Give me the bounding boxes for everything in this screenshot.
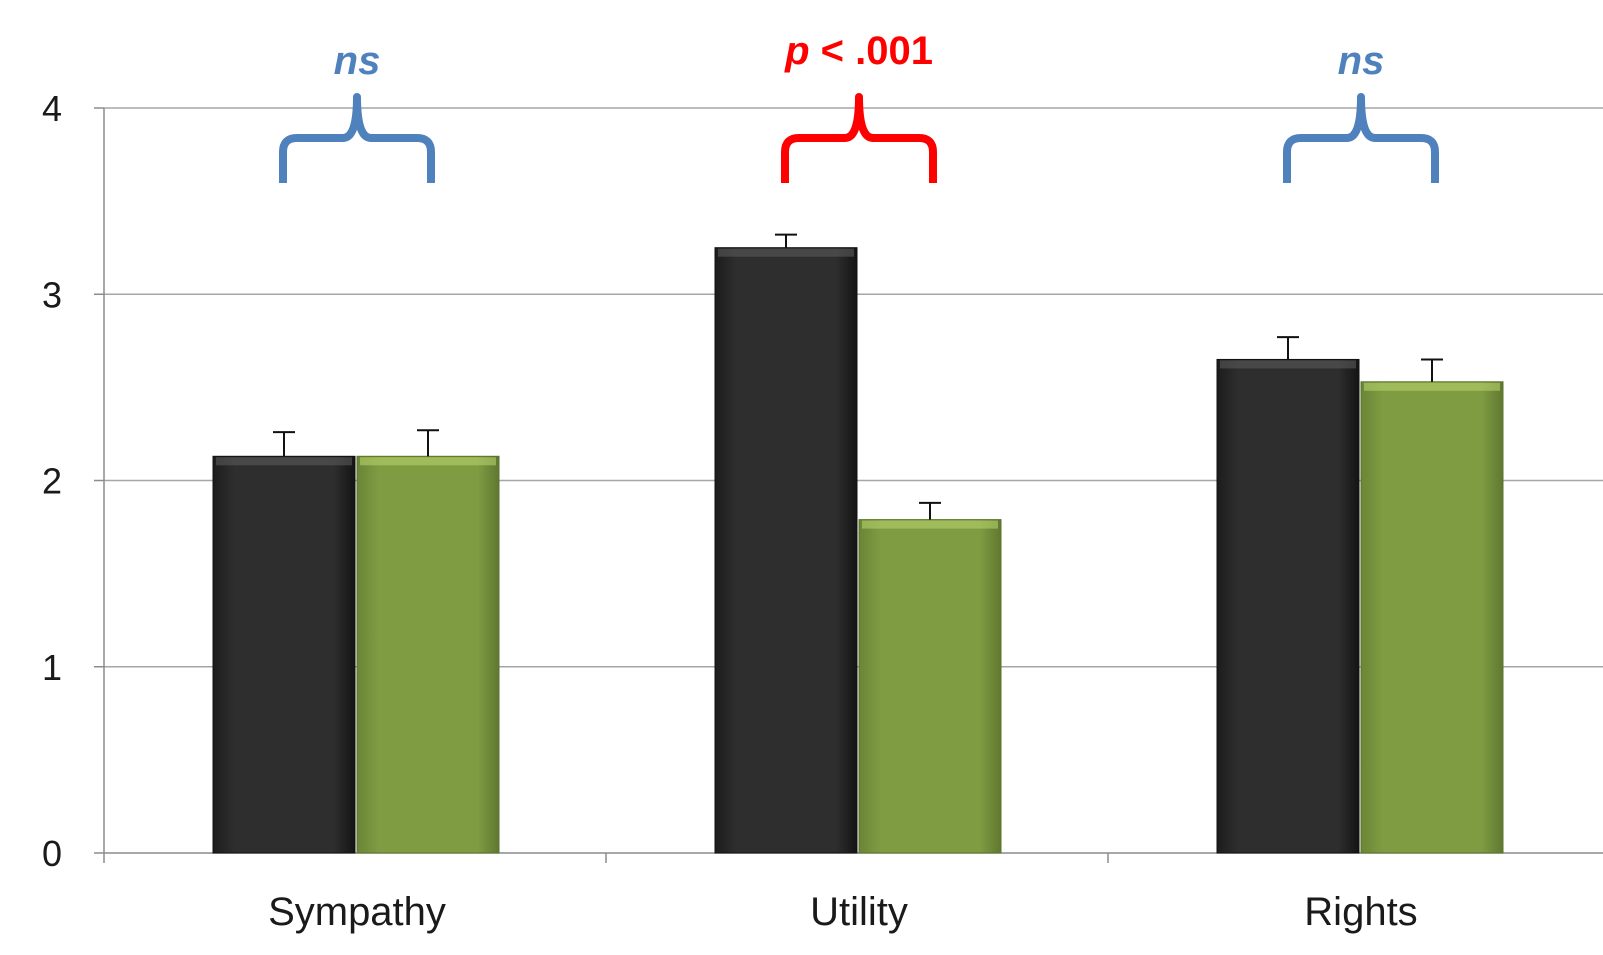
significance-italic: p xyxy=(784,29,809,73)
bar-bevel xyxy=(862,520,998,529)
x-category-label: Rights xyxy=(1304,890,1417,934)
significance-label: ns xyxy=(334,39,381,83)
significance-value: < .001 xyxy=(810,29,933,73)
bar-utility-series-1 xyxy=(714,247,858,854)
significance-label: p < .001 xyxy=(784,29,933,73)
significance-brace xyxy=(1283,93,1439,183)
bar-bevel xyxy=(718,248,854,257)
x-category-label: Sympathy xyxy=(268,890,446,934)
bar-bevel xyxy=(1220,360,1356,369)
bar-rights-series-2 xyxy=(1360,381,1504,854)
bar-utility-series-2 xyxy=(858,519,1002,854)
significance-brace xyxy=(279,93,435,183)
bar-rights-series-1 xyxy=(1216,358,1360,854)
y-tick-label: 0 xyxy=(42,833,62,874)
y-tick-label: 4 xyxy=(42,88,62,129)
y-tick-label: 3 xyxy=(42,274,62,315)
significance-italic: ns xyxy=(334,39,381,83)
bar-bevel xyxy=(216,457,352,466)
bar-bevel xyxy=(1364,382,1500,391)
significance-brace xyxy=(781,93,937,183)
bar-sympathy-series-1 xyxy=(212,455,356,854)
bar-sympathy-series-2 xyxy=(356,455,500,854)
significance-italic: ns xyxy=(1338,39,1385,83)
y-tick-label: 2 xyxy=(42,461,62,502)
bar-bevel xyxy=(360,457,496,466)
x-category-label: Utility xyxy=(810,890,908,934)
y-tick-label: 1 xyxy=(42,647,62,688)
significance-label: ns xyxy=(1338,39,1385,83)
